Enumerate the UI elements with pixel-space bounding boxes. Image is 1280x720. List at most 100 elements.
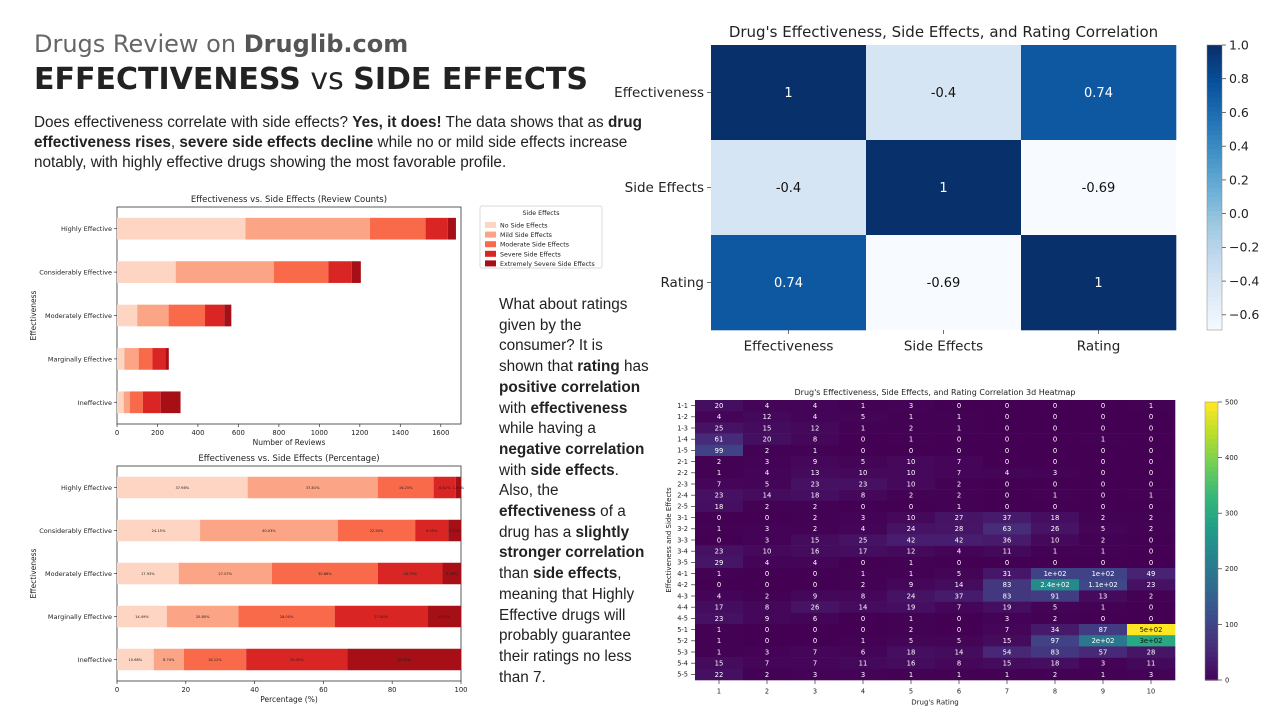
x-tick-label: 1200 xyxy=(351,429,368,437)
heatmap-cell xyxy=(887,635,936,647)
colorbar-segment xyxy=(1205,652,1218,658)
cell-value-label: 1 xyxy=(717,469,721,477)
legend-label: Moderate Side Effects xyxy=(500,242,569,249)
cell-value-label: 23 xyxy=(715,492,724,500)
heatmap-cell xyxy=(935,556,984,569)
colorbar-segment xyxy=(1205,550,1218,556)
bar-segment xyxy=(205,304,225,327)
heatmap-cell xyxy=(743,411,792,423)
heatmap-cell xyxy=(887,534,936,546)
heatmap-cell xyxy=(743,422,792,434)
colorbar-segment xyxy=(1205,494,1218,500)
colorbar-segment xyxy=(1207,83,1222,89)
bar-segment xyxy=(117,476,248,499)
cell-value-label: 0 xyxy=(1149,559,1153,567)
y-tick-label: 2-2 xyxy=(677,469,688,477)
cell-value-label: 1 xyxy=(957,671,961,679)
colorbar-segment xyxy=(1207,268,1222,274)
cell-value-label: 1 xyxy=(909,559,913,567)
heatmap-cell xyxy=(1031,400,1080,412)
y-tick-label: 3-4 xyxy=(677,548,688,556)
heatmap-cell xyxy=(935,467,984,479)
colorbar-segment xyxy=(1205,629,1218,635)
cell-value-label: 0 xyxy=(765,514,769,522)
cell-value-label: 4 xyxy=(717,413,721,421)
bar-value-label: 17.93% xyxy=(141,572,155,576)
heatmap-cell xyxy=(887,624,936,636)
colorbar-tick-label: 0.8 xyxy=(1229,71,1249,86)
heatmap-cell xyxy=(839,456,888,468)
colorbar-segment xyxy=(1205,615,1218,621)
x-tick-label: 4 xyxy=(861,688,865,696)
cell-value-label: 0 xyxy=(1005,447,1009,455)
y-tick-label: 4-4 xyxy=(677,604,688,612)
colorbar-segment xyxy=(1207,68,1222,75)
cell-value-label: 5 xyxy=(861,458,865,466)
heatmap-cell xyxy=(1079,467,1128,479)
heatmap-cell xyxy=(1127,601,1176,614)
cell-value-label: 13 xyxy=(1099,592,1108,600)
bar-value-label: 9.59% xyxy=(426,529,438,533)
heatmap-cell xyxy=(1079,444,1128,457)
colorbar-segment xyxy=(1207,282,1222,288)
cell-value-label: 0 xyxy=(1053,480,1057,488)
colorbar-segment xyxy=(1205,429,1218,436)
bar-segment xyxy=(166,605,239,628)
y-tick-label: 3-1 xyxy=(677,514,688,522)
cell-value-label: 0 xyxy=(717,581,721,589)
colorbar-segment xyxy=(1205,675,1218,681)
heatmap-cell xyxy=(887,579,936,591)
cell-value-label: 23 xyxy=(715,615,724,623)
colorbar-segment xyxy=(1205,619,1218,625)
cell-value-label: 0 xyxy=(1101,480,1105,488)
heatmap-cell xyxy=(1031,590,1080,602)
bar-segment xyxy=(142,391,161,414)
bar-value-label: 30.86% xyxy=(318,572,332,576)
cell-value-label: 0 xyxy=(1101,559,1105,567)
heatmap-cell xyxy=(887,489,936,502)
cell-value-label: 0 xyxy=(1101,492,1105,500)
heatmap-cell xyxy=(1127,400,1176,412)
heatmap-cell xyxy=(983,668,1032,681)
bar-value-label: 18.12% xyxy=(208,658,222,662)
heatmap-cell xyxy=(695,556,744,569)
ratings-paragraph: What about ratings given by the consumer… xyxy=(499,295,649,688)
bar-value-label: 1.54% xyxy=(453,486,465,490)
x-tick-label: 3 xyxy=(813,688,817,696)
heatmap-cell xyxy=(983,646,1032,658)
cell-value-label: 20 xyxy=(763,436,772,444)
x-tick-label: 6 xyxy=(957,688,961,696)
colorbar-segment xyxy=(1207,197,1222,203)
bar-segment xyxy=(377,562,443,585)
cell-value-label: 3 xyxy=(765,525,769,533)
heatmap-cell xyxy=(887,456,936,468)
heatmap-cell xyxy=(743,579,792,591)
heatmap-cell xyxy=(791,601,840,614)
y-tick-label: Ineffective xyxy=(78,656,112,664)
cell-value-label: 23 xyxy=(715,548,724,556)
bar-segment xyxy=(334,605,428,628)
cell-value-label: 1 xyxy=(1149,492,1153,500)
cell-value-label: 14 xyxy=(955,648,964,656)
colorbar-segment xyxy=(1205,513,1218,519)
y-tick-label: 4-3 xyxy=(677,592,688,600)
cell-value-label: 26 xyxy=(1051,525,1060,533)
heatmap-cell xyxy=(1127,512,1176,524)
cell-value-label: 18 xyxy=(811,492,820,500)
heatmap-cell xyxy=(839,512,888,524)
heatmap-cell xyxy=(1079,624,1128,636)
heatmap-cell xyxy=(695,523,744,535)
colorbar-segment xyxy=(1207,102,1222,108)
cell-value-label: 1 xyxy=(909,413,913,421)
bar-segment xyxy=(337,519,416,542)
cell-value-label: 14 xyxy=(955,581,964,589)
title-effectiveness: EFFECTIVENESS xyxy=(34,62,301,97)
cell-value-label: 13 xyxy=(811,469,820,477)
colorbar-segment xyxy=(1205,578,1218,584)
colorbar-segment xyxy=(1205,666,1218,672)
cell-value-label: 0 xyxy=(1101,402,1105,410)
cell-value-label: 19 xyxy=(907,604,916,612)
bar-segment xyxy=(433,476,456,499)
bar-value-label: 18.75% xyxy=(403,572,417,576)
cell-value-label: 4 xyxy=(765,559,769,567)
